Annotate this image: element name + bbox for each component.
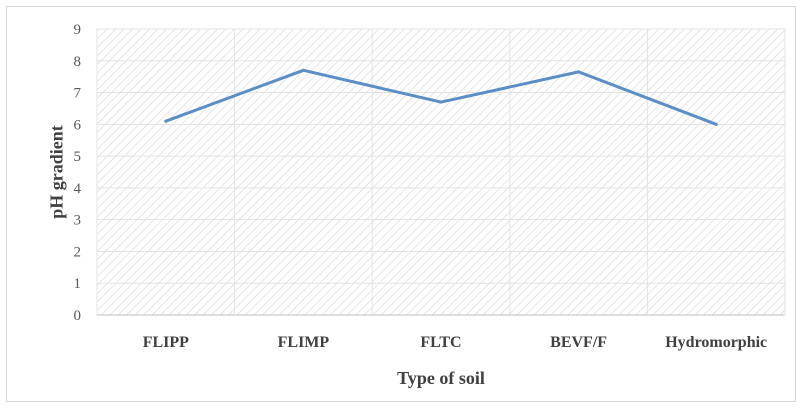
y-tick-label: 5	[74, 149, 82, 165]
x-tick-label: Hydromorphic	[665, 334, 767, 351]
y-tick-label: 8	[74, 54, 82, 70]
y-tick-label: 2	[74, 244, 82, 260]
data-point	[301, 68, 305, 72]
x-axis-title: Type of soil	[397, 368, 485, 388]
y-tick-label: 7	[74, 86, 82, 102]
x-tick-label: BEVF/F	[550, 334, 607, 351]
y-tick-label: 1	[74, 276, 82, 292]
y-tick-label: 0	[74, 308, 82, 324]
y-tick-label: 4	[74, 181, 82, 197]
data-point	[439, 100, 443, 104]
data-point	[164, 119, 168, 123]
x-tick-label: FLTC	[420, 334, 461, 351]
x-tick-label: FLIPP	[143, 334, 189, 351]
series-layer	[164, 68, 718, 126]
x-tick-label: FLIMP	[278, 334, 330, 351]
y-tick-label: 3	[74, 213, 82, 229]
y-axis-ticks: 0 1 2 3 4 5 6 7 8 9	[74, 22, 82, 324]
y-axis-title: pH gradient	[46, 125, 66, 219]
plot-area	[97, 29, 785, 315]
y-tick-label: 9	[74, 22, 82, 38]
gridlines	[96, 28, 786, 316]
y-tick-label: 6	[74, 117, 82, 133]
data-point	[714, 122, 718, 126]
x-axis-ticks: FLIPP FLIMP FLTC BEVF/F Hydromorphic	[143, 334, 767, 351]
data-point	[577, 70, 581, 74]
